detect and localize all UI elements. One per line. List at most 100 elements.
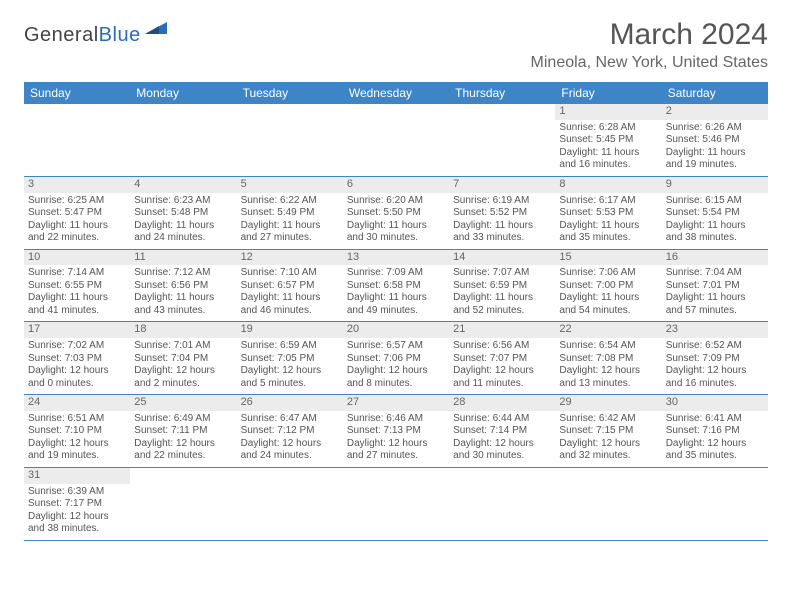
day-number: 24 (24, 395, 130, 411)
calendar-cell-empty (343, 468, 449, 540)
daylight-text: Daylight: 12 hours and 24 minutes. (241, 438, 339, 463)
sunset-text: Sunset: 7:07 PM (453, 353, 551, 366)
logo-word-1: General (24, 24, 99, 46)
sunrise-text: Sunrise: 6:56 AM (453, 340, 551, 353)
sunset-text: Sunset: 5:53 PM (559, 207, 657, 220)
calendar-cell-day-14: 14Sunrise: 7:07 AMSunset: 6:59 PMDayligh… (449, 250, 555, 322)
calendar-cell-day-2: 2Sunrise: 6:26 AMSunset: 5:46 PMDaylight… (662, 104, 768, 176)
sunset-text: Sunset: 5:50 PM (347, 207, 445, 220)
daylight-text: Daylight: 11 hours and 52 minutes. (453, 292, 551, 317)
daylight-text: Daylight: 12 hours and 11 minutes. (453, 365, 551, 390)
daylight-text: Daylight: 11 hours and 43 minutes. (134, 292, 232, 317)
calendar-week-row: 17Sunrise: 7:02 AMSunset: 7:03 PMDayligh… (24, 322, 768, 395)
day-header-thursday: Thursday (449, 82, 555, 104)
day-number: 29 (555, 395, 661, 411)
daylight-text: Daylight: 11 hours and 30 minutes. (347, 220, 445, 245)
calendar-cell-day-18: 18 Sunrise: 7:01 AMSunset: 7:04 PMDayligh… (130, 322, 236, 394)
sunset-text: Sunset: 7:13 PM (347, 425, 445, 438)
daylight-text: Daylight: 11 hours and 57 minutes. (666, 292, 764, 317)
day-number: 13 (343, 250, 449, 266)
day-number: 17 (24, 322, 130, 338)
calendar-cell-day-21: 21 Sunrise: 6:56 AMSunset: 7:07 PMDayligh… (449, 322, 555, 394)
sunset-text: Sunset: 6:59 PM (453, 280, 551, 293)
sunrise-text: Sunrise: 6:41 AM (666, 413, 764, 426)
sunrise-text: Sunrise: 6:22 AM (241, 195, 339, 208)
day-number: 16 (662, 250, 768, 266)
day-number: 28 (449, 395, 555, 411)
daylight-text: Daylight: 12 hours and 30 minutes. (453, 438, 551, 463)
sunrise-text: Sunrise: 6:19 AM (453, 195, 551, 208)
day-number: 10 (24, 250, 130, 266)
calendar-cell-empty (237, 468, 343, 540)
calendar-cell-day-27: 27Sunrise: 6:46 AMSunset: 7:13 PMDayligh… (343, 395, 449, 467)
sunrise-text: Sunrise: 6:47 AM (241, 413, 339, 426)
calendar-cell-empty (449, 104, 555, 176)
sunset-text: Sunset: 7:04 PM (134, 353, 232, 366)
day-header-monday: Monday (130, 82, 236, 104)
logo-flag-icon (145, 20, 171, 43)
sunrise-text: Sunrise: 6:52 AM (666, 340, 764, 353)
day-number: 11 (130, 250, 236, 266)
day-number: 9 (662, 177, 768, 193)
day-number: 22 (555, 322, 661, 338)
calendar-cell-day-13: 13Sunrise: 7:09 AMSunset: 6:58 PMDayligh… (343, 250, 449, 322)
sunrise-text: Sunrise: 6:25 AM (28, 195, 126, 208)
sunrise-text: Sunrise: 6:20 AM (347, 195, 445, 208)
day-number: 27 (343, 395, 449, 411)
day-number: 5 (237, 177, 343, 193)
calendar-cell-day-19: 19Sunrise: 6:59 AMSunset: 7:05 PMDayligh… (237, 322, 343, 394)
day-number: 20 (343, 322, 449, 338)
daylight-text: Daylight: 11 hours and 22 minutes. (28, 220, 126, 245)
calendar-header-row: SundayMondayTuesdayWednesdayThursdayFrid… (24, 82, 768, 104)
daylight-text: Daylight: 12 hours and 2 minutes. (134, 365, 232, 390)
day-number: 3 (24, 177, 130, 193)
sunset-text: Sunset: 7:11 PM (134, 425, 232, 438)
sunset-text: Sunset: 7:05 PM (241, 353, 339, 366)
day-number: 21 (449, 322, 555, 338)
sunrise-text: Sunrise: 7:01 AM (134, 340, 232, 353)
calendar-week-row: 10Sunrise: 7:14 AMSunset: 6:55 PMDayligh… (24, 250, 768, 323)
day-number: 30 (662, 395, 768, 411)
daylight-text: Daylight: 12 hours and 35 minutes. (666, 438, 764, 463)
calendar-cell-day-22: 22Sunrise: 6:54 AMSunset: 7:08 PMDayligh… (555, 322, 661, 394)
calendar-cell-empty (662, 468, 768, 540)
day-header-tuesday: Tuesday (237, 82, 343, 104)
sunset-text: Sunset: 7:00 PM (559, 280, 657, 293)
sunrise-text: Sunrise: 6:39 AM (28, 486, 126, 499)
calendar-cell-day-9: 9Sunrise: 6:15 AMSunset: 5:54 PMDaylight… (662, 177, 768, 249)
calendar-cell-day-5: 5Sunrise: 6:22 AMSunset: 5:49 PMDaylight… (237, 177, 343, 249)
sunrise-text: Sunrise: 6:54 AM (559, 340, 657, 353)
title-block: March 2024 Mineola, New York, United Sta… (531, 18, 768, 72)
sunset-text: Sunset: 5:47 PM (28, 207, 126, 220)
daylight-text: Daylight: 11 hours and 24 minutes. (134, 220, 232, 245)
calendar-week-row: 31Sunrise: 6:39 AMSunset: 7:17 PMDayligh… (24, 468, 768, 541)
day-number: 18 (130, 322, 236, 338)
calendar-cell-day-29: 29Sunrise: 6:42 AMSunset: 7:15 PMDayligh… (555, 395, 661, 467)
calendar-cell-day-15: 15Sunrise: 7:06 AMSunset: 7:00 PMDayligh… (555, 250, 661, 322)
day-number: 1 (555, 104, 661, 120)
sunset-text: Sunset: 7:16 PM (666, 425, 764, 438)
day-number: 15 (555, 250, 661, 266)
calendar-cell-day-3: 3 Sunrise: 6:25 AMSunset: 5:47 PMDaylight… (24, 177, 130, 249)
daylight-text: Daylight: 11 hours and 54 minutes. (559, 292, 657, 317)
day-number: 23 (662, 322, 768, 338)
sunset-text: Sunset: 5:54 PM (666, 207, 764, 220)
sunrise-text: Sunrise: 6:15 AM (666, 195, 764, 208)
sunrise-text: Sunrise: 6:42 AM (559, 413, 657, 426)
sunrise-text: Sunrise: 7:12 AM (134, 267, 232, 280)
calendar-cell-day-20: 20Sunrise: 6:57 AMSunset: 7:06 PMDayligh… (343, 322, 449, 394)
sunset-text: Sunset: 7:03 PM (28, 353, 126, 366)
daylight-text: Daylight: 11 hours and 41 minutes. (28, 292, 126, 317)
calendar-week-row: 3Sunrise: 6:25 AMSunset: 5:47 PMDaylight… (24, 177, 768, 250)
day-number: 25 (130, 395, 236, 411)
calendar-cell-empty (24, 104, 130, 176)
day-number: 7 (449, 177, 555, 193)
daylight-text: Daylight: 11 hours and 27 minutes. (241, 220, 339, 245)
logo-word-2: Blue (99, 24, 141, 46)
sunset-text: Sunset: 7:15 PM (559, 425, 657, 438)
sunrise-text: Sunrise: 6:26 AM (666, 122, 764, 135)
calendar-cell-empty (449, 468, 555, 540)
header: GeneralBlue March 2024 Mineola, New York… (24, 18, 768, 72)
daylight-text: Daylight: 11 hours and 19 minutes. (666, 147, 764, 172)
daylight-text: Daylight: 12 hours and 22 minutes. (134, 438, 232, 463)
